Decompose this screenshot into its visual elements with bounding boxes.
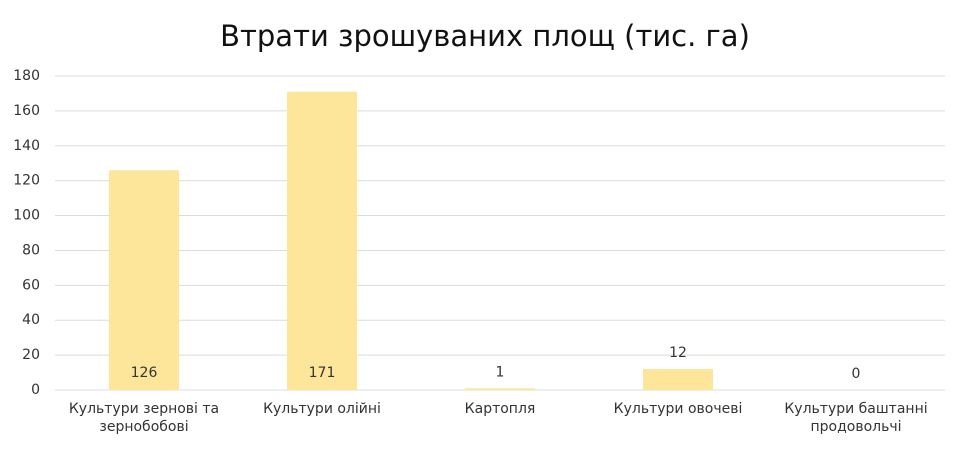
- bar: [465, 388, 535, 390]
- y-tick-label: 140: [13, 138, 40, 154]
- x-tick-label: Картопля: [464, 401, 536, 417]
- y-tick-label: 100: [13, 208, 40, 224]
- y-tick-label: 60: [22, 277, 40, 293]
- bar: [287, 91, 357, 390]
- x-tick-label: Культури зернові та зернобобові: [68, 401, 220, 435]
- data-label: 171: [309, 365, 336, 381]
- y-tick-label: 80: [22, 242, 40, 258]
- y-tick-label: 160: [13, 103, 40, 119]
- y-tick-label: 120: [13, 173, 40, 189]
- y-tick-label: 0: [31, 382, 40, 398]
- data-label: 126: [131, 365, 158, 381]
- bar: [643, 369, 713, 390]
- chart-title: Втрати зрошуваних площ (тис. га): [220, 19, 750, 53]
- x-tick-label: Культури баштанні продовольчі: [784, 401, 928, 435]
- data-label: 1: [496, 364, 505, 380]
- data-label: 12: [669, 345, 687, 361]
- y-tick-label: 20: [22, 347, 40, 363]
- data-label: 0: [852, 366, 861, 382]
- x-tick-label: Культури олійні: [263, 401, 381, 417]
- y-tick-label: 180: [13, 68, 40, 84]
- y-tick-label: 40: [22, 312, 40, 328]
- bar: [109, 170, 179, 390]
- x-tick-label: Культури овочеві: [613, 401, 743, 417]
